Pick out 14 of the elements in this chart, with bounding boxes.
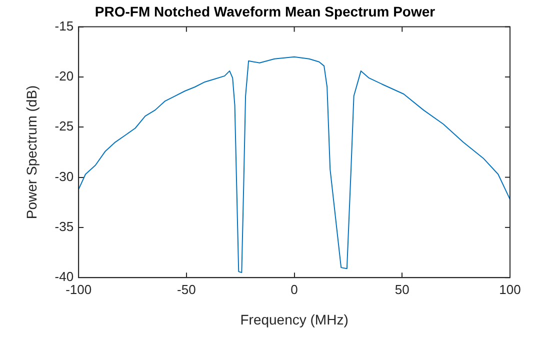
x-axis-title: Frequency (MHz) bbox=[240, 311, 348, 328]
x-tick-label: 50 bbox=[394, 282, 410, 297]
chart-title: PRO-FM Notched Waveform Mean Spectrum Power bbox=[94, 3, 436, 20]
y-tick-label: -40 bbox=[54, 269, 74, 284]
y-tick-label: -30 bbox=[54, 168, 74, 184]
x-tick-label: 100 bbox=[499, 282, 521, 297]
x-tick-label: 0 bbox=[290, 282, 298, 297]
y-tick-label: -15 bbox=[54, 18, 74, 34]
x-tick-label: -100 bbox=[66, 282, 92, 297]
y-tick-label: -20 bbox=[54, 68, 74, 84]
y-tick-label: -35 bbox=[54, 219, 74, 234]
x-tick-label: -50 bbox=[177, 282, 196, 297]
y-tick-label: -25 bbox=[54, 118, 74, 134]
y-axis-title: Power Spectrum (dB) bbox=[23, 85, 40, 220]
